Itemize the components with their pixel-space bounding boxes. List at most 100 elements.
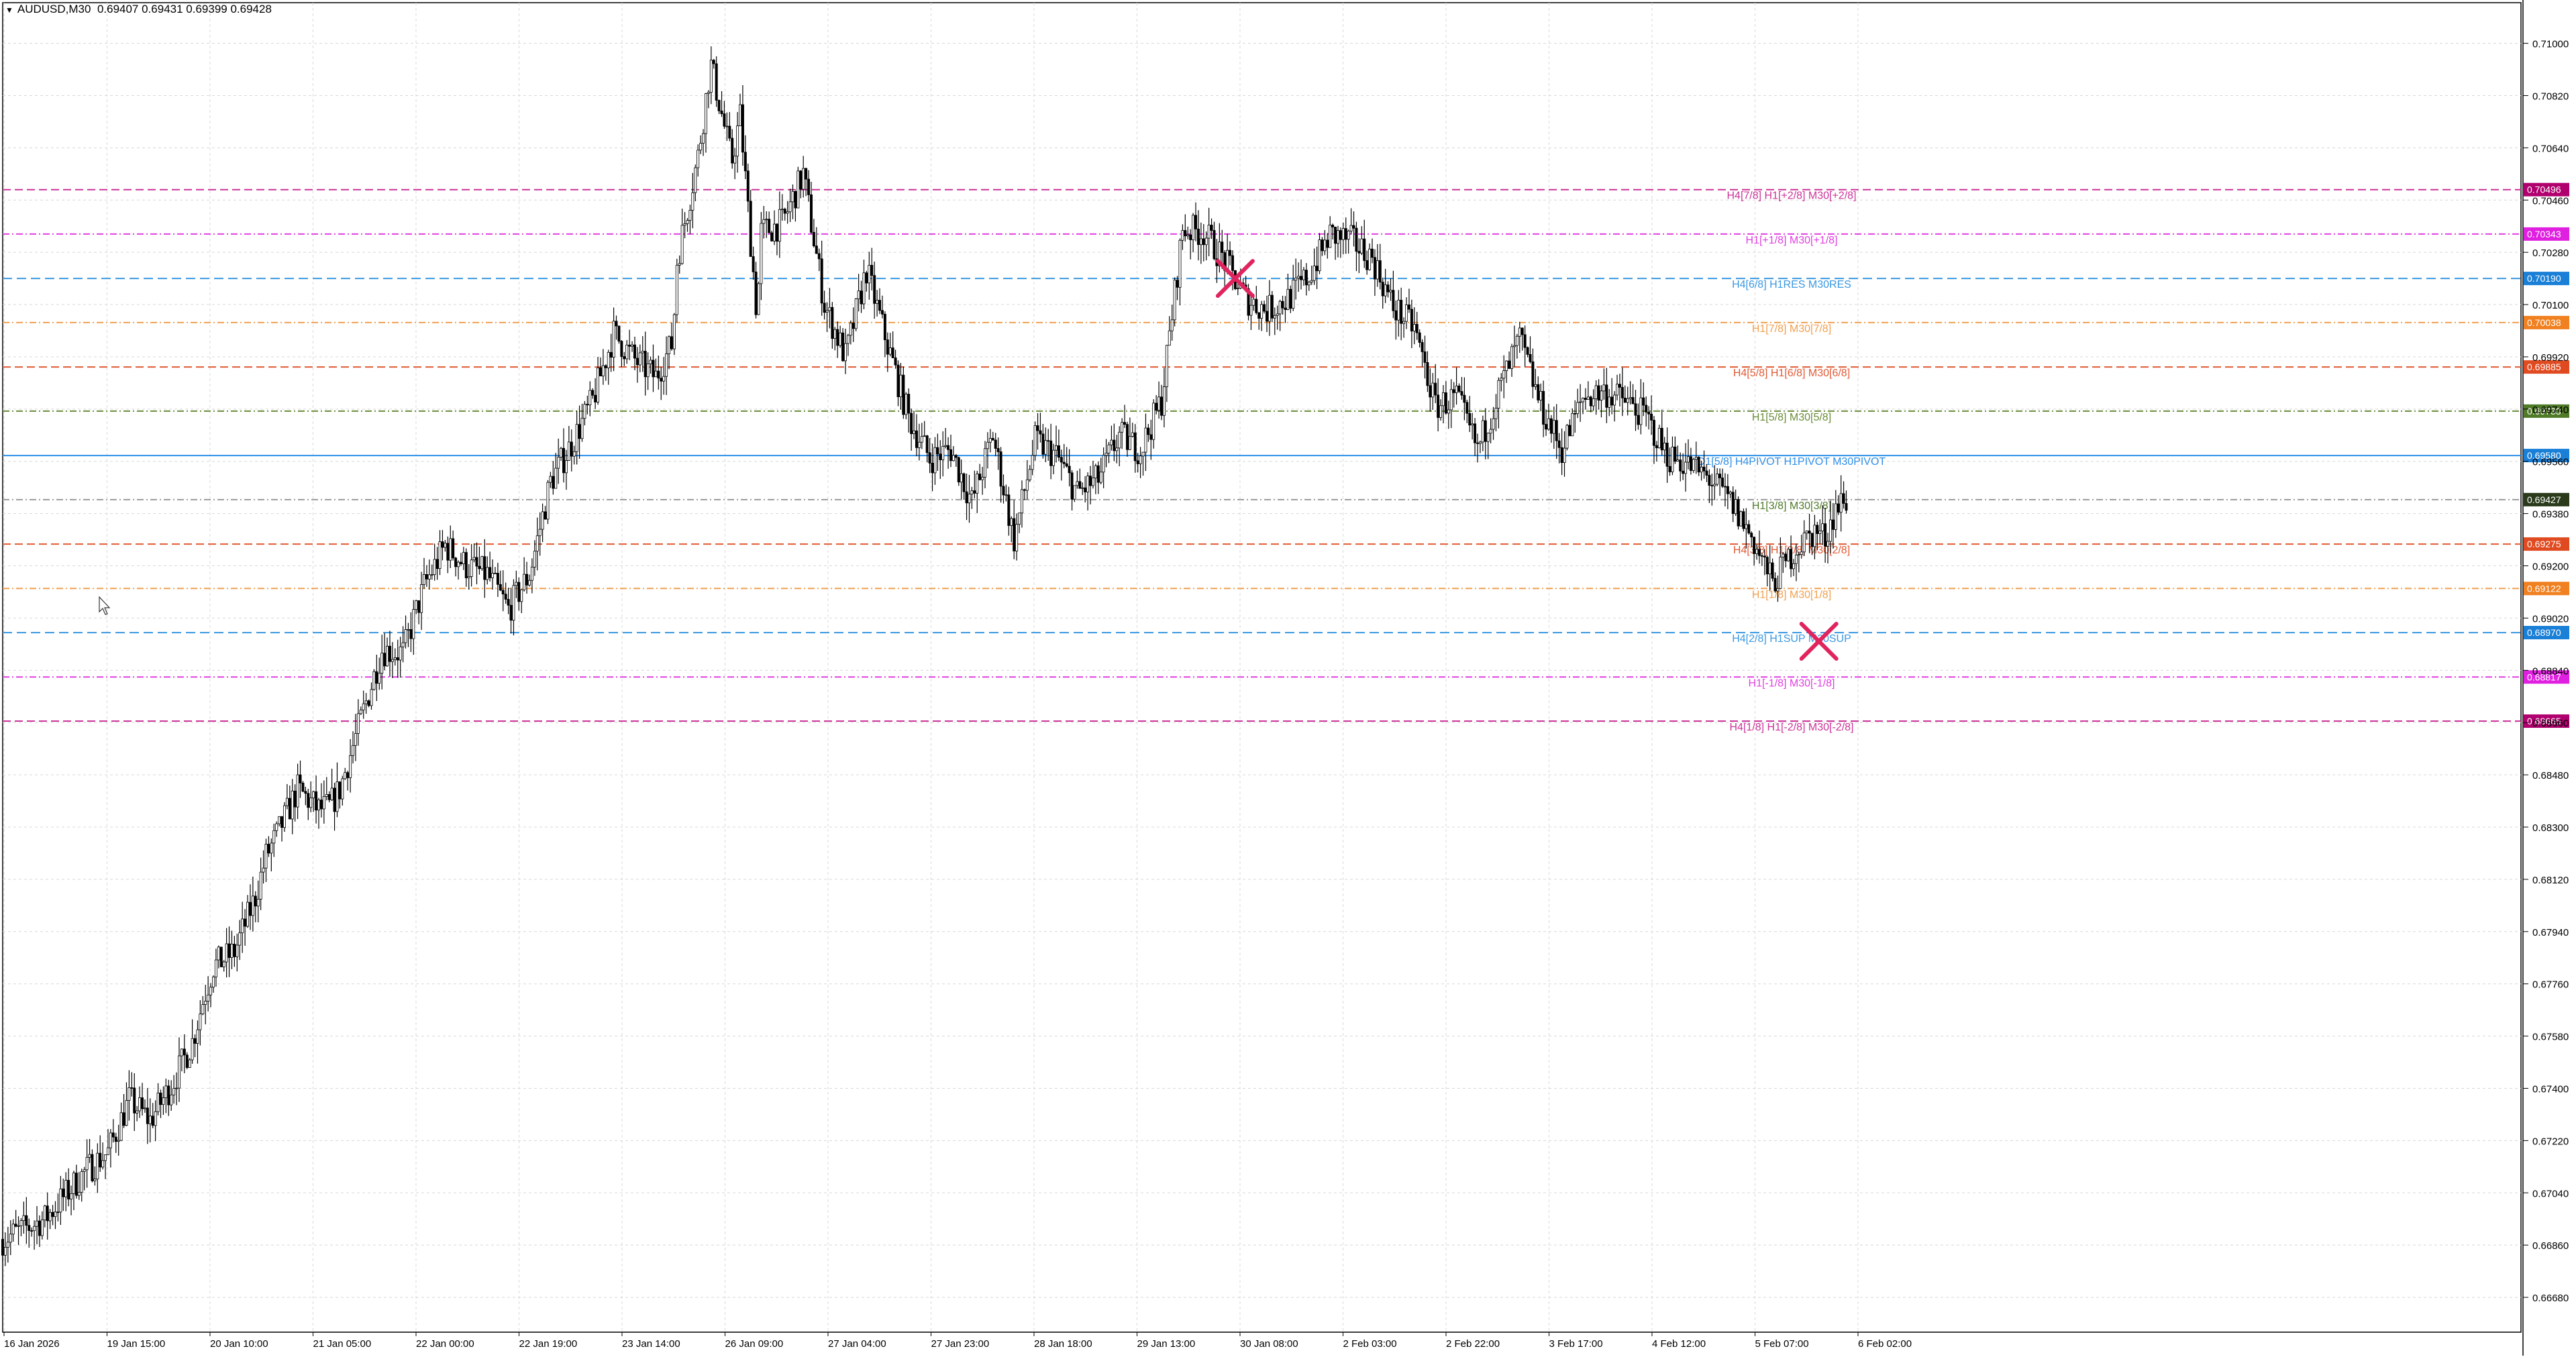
candle-body <box>1794 555 1798 564</box>
candle-body <box>583 404 586 419</box>
candle-body <box>1096 465 1100 483</box>
candle-body <box>299 774 302 783</box>
candle-body <box>910 413 913 435</box>
x-tick-label: 2 Feb 22:00 <box>1446 1338 1500 1350</box>
candle-body <box>19 1220 23 1226</box>
level-price-tag-text: 0.69427 <box>2527 494 2561 505</box>
candle-body <box>1168 330 1171 346</box>
candle-body <box>1684 461 1688 474</box>
candle-body <box>1276 313 1279 316</box>
candle-body <box>1410 309 1413 331</box>
candle-body <box>752 256 755 272</box>
candle-body <box>1020 489 1023 514</box>
y-tick-label: 0.68120 <box>2532 875 2569 886</box>
y-tick-label: 0.68840 <box>2532 665 2569 677</box>
candle-body <box>1505 360 1508 371</box>
candle-body <box>1065 463 1068 467</box>
y-tick-label: 0.68300 <box>2532 822 2569 834</box>
candle-body <box>1013 518 1016 551</box>
candle-body <box>188 1059 191 1068</box>
y-tick-label: 0.70280 <box>2532 248 2569 259</box>
candle-body <box>101 1160 105 1168</box>
candle-body <box>1792 563 1795 569</box>
candle-body <box>783 209 786 214</box>
candle-body <box>449 538 452 561</box>
level-label: H4[5/8] H1[6/8] M30[6/8] <box>1733 368 1850 379</box>
candle-body <box>1162 386 1166 416</box>
candle-body <box>1631 397 1635 404</box>
candle-body <box>325 794 328 797</box>
candle-body <box>535 535 539 552</box>
x-tick-label: 2 Feb 03:00 <box>1343 1338 1397 1350</box>
candle-body <box>1352 225 1355 229</box>
candle-body <box>1831 519 1835 530</box>
candle-body <box>278 816 281 824</box>
x-tick-label: 23 Jan 14:00 <box>622 1338 680 1350</box>
candle-body <box>768 219 771 233</box>
candle-body <box>1731 492 1735 514</box>
candle-body <box>697 150 700 168</box>
y-tick-label: 0.70820 <box>2532 91 2569 102</box>
candle-body <box>978 474 982 480</box>
candle-body <box>72 1173 75 1194</box>
candle-body <box>694 167 697 193</box>
candle-body <box>1465 402 1469 414</box>
candle-body <box>1447 409 1450 414</box>
candle-body <box>1236 288 1239 289</box>
candle-body <box>968 494 971 504</box>
candle-body <box>1344 228 1347 240</box>
candle-body <box>1657 427 1661 449</box>
candle-body <box>28 1225 31 1232</box>
candle-body <box>1676 459 1680 462</box>
candle-body <box>633 344 637 359</box>
level-price-tag <box>2524 670 2569 684</box>
candle-body <box>635 358 639 366</box>
candle-body <box>915 430 918 448</box>
candle-body <box>699 143 703 151</box>
candle-body <box>1618 384 1621 388</box>
candle-body <box>6 1242 9 1248</box>
candle-body <box>441 541 444 548</box>
candle-body <box>607 351 610 368</box>
level-label: H4[2/8] H1SUP M30SUP <box>1732 633 1851 645</box>
candle-body <box>1284 307 1287 310</box>
candle-body <box>1 1239 5 1256</box>
candle-body <box>1686 456 1690 463</box>
candle-body <box>214 959 217 977</box>
candle-body <box>54 1211 57 1217</box>
candle-body <box>615 321 618 327</box>
candle-body <box>125 1100 128 1126</box>
candle-body <box>1070 472 1074 500</box>
candle-body <box>1660 427 1663 451</box>
candle-body <box>1581 398 1584 402</box>
collapse-triangle-icon[interactable]: ▼ <box>5 5 13 15</box>
candle-body <box>254 895 257 907</box>
candle-body <box>151 1116 154 1126</box>
level-label: H1[-1/8] M30[-1/8] <box>1749 677 1835 689</box>
candle-body <box>549 476 552 483</box>
level-price-tag <box>2524 626 2569 640</box>
candle-body <box>1281 301 1284 309</box>
level-price-tag-text: 0.70038 <box>2527 317 2561 328</box>
candle-body <box>844 343 847 362</box>
candle-body <box>1821 523 1824 531</box>
candle-body <box>741 104 744 153</box>
candle-body <box>1221 241 1224 253</box>
candle-body <box>127 1087 131 1101</box>
candle-body <box>623 356 626 360</box>
candle-body <box>1637 415 1640 425</box>
candle-body <box>9 1234 12 1243</box>
candle-body <box>907 394 911 414</box>
level-price-tag <box>2524 492 2569 506</box>
candle-body <box>1782 553 1785 557</box>
y-tick-label: 0.67400 <box>2532 1083 2569 1095</box>
candle-body <box>720 110 723 114</box>
candle-body <box>143 1107 146 1109</box>
candle-body <box>991 438 994 441</box>
candle-body <box>941 446 945 460</box>
cross-stroke <box>1799 622 1839 661</box>
level-price-tag <box>2524 714 2569 728</box>
level-label: H1[3/8] M30[3/8] <box>1752 500 1831 512</box>
